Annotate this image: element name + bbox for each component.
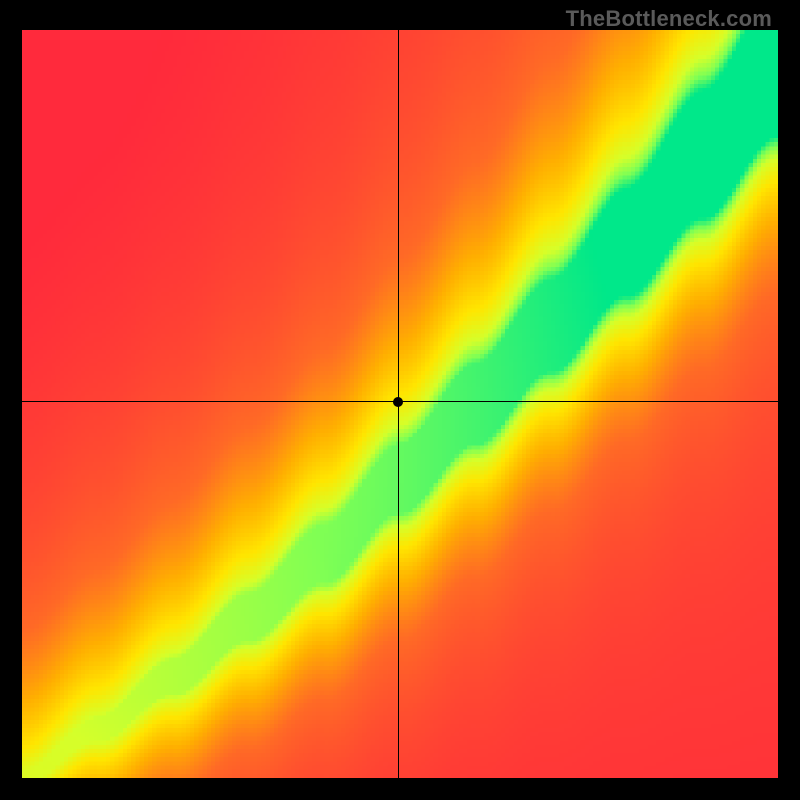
watermark-text: TheBottleneck.com [566,6,772,32]
plot-area [22,30,778,778]
